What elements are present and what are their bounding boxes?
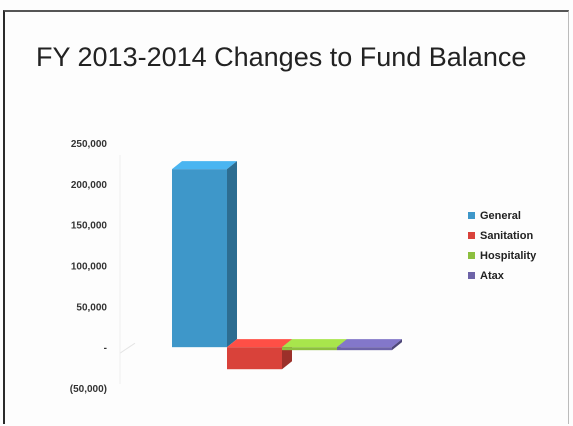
bar-sanitation [227,339,292,370]
y-tick-label: - [104,343,107,354]
bar-top-face [282,339,347,348]
legend-swatch [468,232,475,239]
bar-side-face [392,339,402,351]
legend-swatch [468,272,475,279]
legend-item: Hospitality [468,250,537,262]
legend-label: General [480,210,521,222]
y-axis: 250,000 200,000 150,000 100,000 50,000 - (50,0… [70,139,136,395]
legend-swatch [468,252,475,259]
bar-top-face [172,161,237,170]
legend-label: Hospitality [480,250,537,262]
bar-general [172,161,237,348]
bar-atax [337,339,402,351]
bar-front-face [282,347,337,351]
legend-swatch [468,212,475,219]
bar-front-face [172,169,227,348]
y-tick-label: 100,000 [71,262,108,273]
legend: General Sanitation Hospitality Atax [468,210,537,282]
bar-top-face [337,339,402,348]
legend-item: Atax [468,270,505,282]
legend-label: Sanitation [480,230,533,242]
chart-title: FY 2013-2014 Changes to Fund Balance [36,42,527,72]
floor-edge [119,342,136,354]
bar-top-face [227,339,292,348]
legend-item: General [468,210,521,222]
bar-front-face [337,347,392,351]
y-tick-label: (50,000) [70,384,107,395]
y-tick-label: 50,000 [76,302,107,313]
y-tick-label: 200,000 [71,180,108,191]
y-tick-label: 250,000 [71,139,108,150]
y-tick-label: 150,000 [71,221,108,232]
legend-item: Sanitation [468,230,533,242]
bar-front-face [227,347,282,370]
legend-label: Atax [480,270,505,282]
bar-side-face [227,161,237,348]
bar-series [172,161,402,370]
slide-frame [3,10,569,424]
